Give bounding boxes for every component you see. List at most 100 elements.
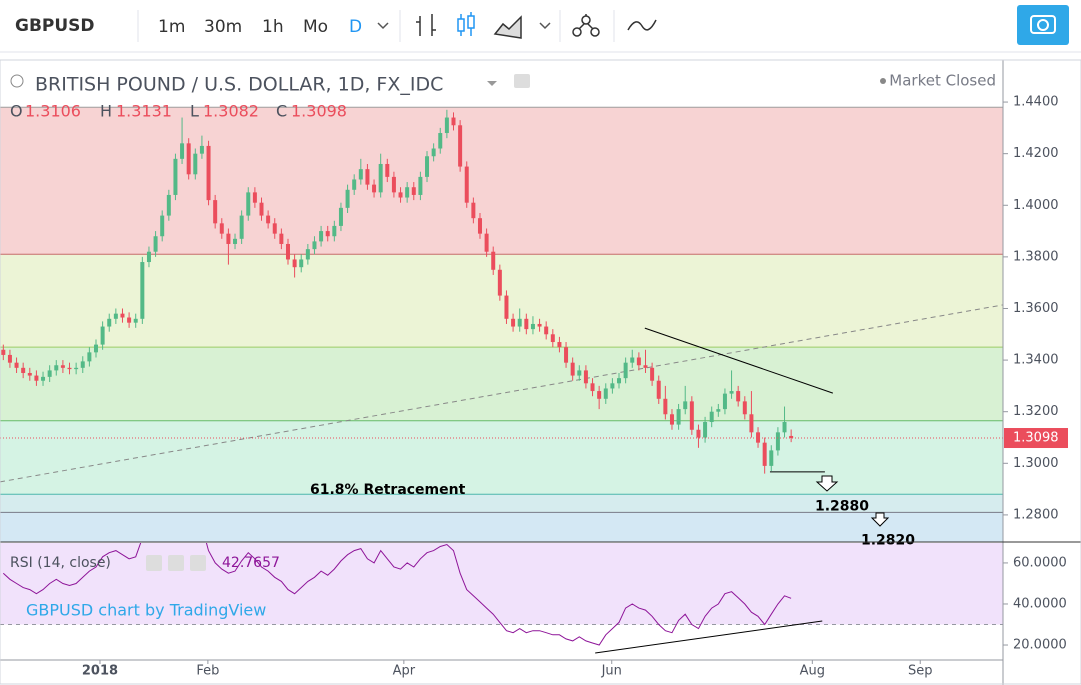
candle-body bbox=[583, 370, 588, 384]
candle-body bbox=[67, 367, 72, 370]
watermark[interactable]: GBPUSD chart by TradingView bbox=[26, 601, 266, 620]
settings-icon[interactable] bbox=[168, 555, 184, 571]
indicators-icon[interactable] bbox=[572, 27, 582, 37]
y-tick-label: 1.4200 bbox=[1013, 146, 1059, 161]
candle-body bbox=[663, 398, 668, 415]
candle-body bbox=[246, 192, 251, 216]
candle-body bbox=[285, 243, 290, 260]
candle-body bbox=[378, 163, 383, 193]
rsi-value: 42.7657 bbox=[222, 555, 280, 571]
candle-body bbox=[319, 231, 324, 242]
candle-body bbox=[703, 422, 708, 438]
interval[interactable]: 30m bbox=[204, 17, 242, 37]
candle-body bbox=[458, 125, 463, 167]
candle-body bbox=[477, 218, 482, 234]
indicators-icon[interactable] bbox=[581, 15, 591, 25]
camera-icon bbox=[1037, 19, 1049, 31]
interval[interactable]: Mo bbox=[303, 17, 328, 37]
y-tick-label: 20.0000 bbox=[1013, 638, 1067, 653]
interval[interactable]: 1m bbox=[158, 17, 185, 37]
fib-zone bbox=[0, 254, 1003, 348]
candles-icon[interactable] bbox=[467, 15, 475, 29]
candle-body bbox=[14, 362, 19, 368]
y-tick-label: 1.4400 bbox=[1013, 95, 1059, 110]
dropdown-icon[interactable] bbox=[377, 22, 389, 30]
interval[interactable]: 1h bbox=[262, 17, 284, 37]
dropdown-icon[interactable] bbox=[487, 81, 497, 86]
candle-body bbox=[127, 317, 132, 323]
ohlc-letter: O bbox=[10, 102, 23, 121]
rsi-trend-line bbox=[595, 620, 823, 654]
candle-body bbox=[491, 251, 496, 270]
candle-body bbox=[54, 365, 59, 371]
candle-body bbox=[259, 202, 264, 216]
candle-body bbox=[769, 450, 774, 466]
ohlc-letter: L bbox=[190, 102, 199, 121]
candle-body bbox=[471, 202, 476, 219]
candle-body bbox=[1, 349, 6, 355]
compare-icon[interactable] bbox=[627, 19, 657, 31]
x-tick-label: Aug bbox=[800, 664, 825, 679]
candle-body bbox=[689, 401, 694, 430]
candle-body bbox=[87, 352, 92, 362]
candle-body bbox=[425, 156, 430, 177]
fib-zone bbox=[0, 420, 1003, 495]
bars-icon[interactable] bbox=[416, 14, 436, 36]
interval-active[interactable]: D bbox=[349, 17, 362, 37]
candle-body bbox=[756, 432, 761, 443]
target-arrow bbox=[815, 475, 839, 492]
candle-body bbox=[650, 367, 655, 381]
eye-icon[interactable] bbox=[146, 555, 162, 571]
candle-body bbox=[206, 145, 211, 201]
rsi-pane bbox=[0, 543, 1003, 654]
eye-icon[interactable] bbox=[514, 74, 530, 88]
candle-body bbox=[610, 383, 615, 389]
rsi-line bbox=[2, 543, 792, 646]
fib-label: 61.8% Retracement bbox=[310, 482, 466, 498]
ohlc-letter: C bbox=[276, 102, 287, 121]
candle-body bbox=[252, 192, 257, 203]
close-icon[interactable] bbox=[190, 555, 206, 571]
candle-body bbox=[266, 215, 271, 224]
chart-frame bbox=[0, 59, 1081, 685]
candle-body bbox=[511, 318, 516, 327]
fib-zone bbox=[0, 512, 1003, 542]
candle-body bbox=[418, 176, 423, 195]
candle-body bbox=[146, 251, 151, 263]
symbol-icon bbox=[10, 74, 24, 88]
candle-body bbox=[669, 414, 674, 425]
candle-body bbox=[292, 259, 297, 268]
candle-body bbox=[431, 148, 436, 157]
candle-body bbox=[385, 163, 390, 177]
symbol[interactable]: GBPUSD bbox=[15, 16, 95, 36]
indicators-icon[interactable] bbox=[590, 27, 600, 37]
price-pane bbox=[0, 106, 1003, 542]
candle-body bbox=[100, 326, 105, 345]
candle-body bbox=[656, 380, 661, 399]
y-tick-label: 1.4000 bbox=[1013, 198, 1059, 213]
candle-body bbox=[21, 367, 26, 373]
candle-body bbox=[405, 187, 410, 198]
candle-body bbox=[590, 383, 595, 392]
dropdown-icon[interactable] bbox=[539, 22, 551, 30]
candle-body bbox=[166, 194, 171, 216]
candle-body bbox=[636, 357, 641, 366]
candle-body bbox=[464, 166, 469, 203]
candle-body bbox=[120, 313, 125, 318]
snapshot-button[interactable] bbox=[1017, 5, 1069, 45]
candle-body bbox=[451, 117, 456, 126]
candle-body bbox=[597, 391, 602, 399]
candle-body bbox=[789, 435, 794, 439]
ohlc-letter: H bbox=[100, 102, 112, 121]
price-label: 1.3098 bbox=[1013, 431, 1059, 446]
candles-icon[interactable] bbox=[457, 18, 465, 32]
trend-line bbox=[0, 304, 1003, 483]
area-icon[interactable] bbox=[493, 15, 522, 39]
candle-body bbox=[742, 401, 747, 415]
x-tick-label: Jun bbox=[601, 664, 622, 679]
y-tick-label: 1.3000 bbox=[1013, 456, 1059, 471]
candle-body bbox=[729, 391, 734, 394]
candle-body bbox=[233, 238, 238, 244]
candle-body bbox=[696, 429, 701, 438]
